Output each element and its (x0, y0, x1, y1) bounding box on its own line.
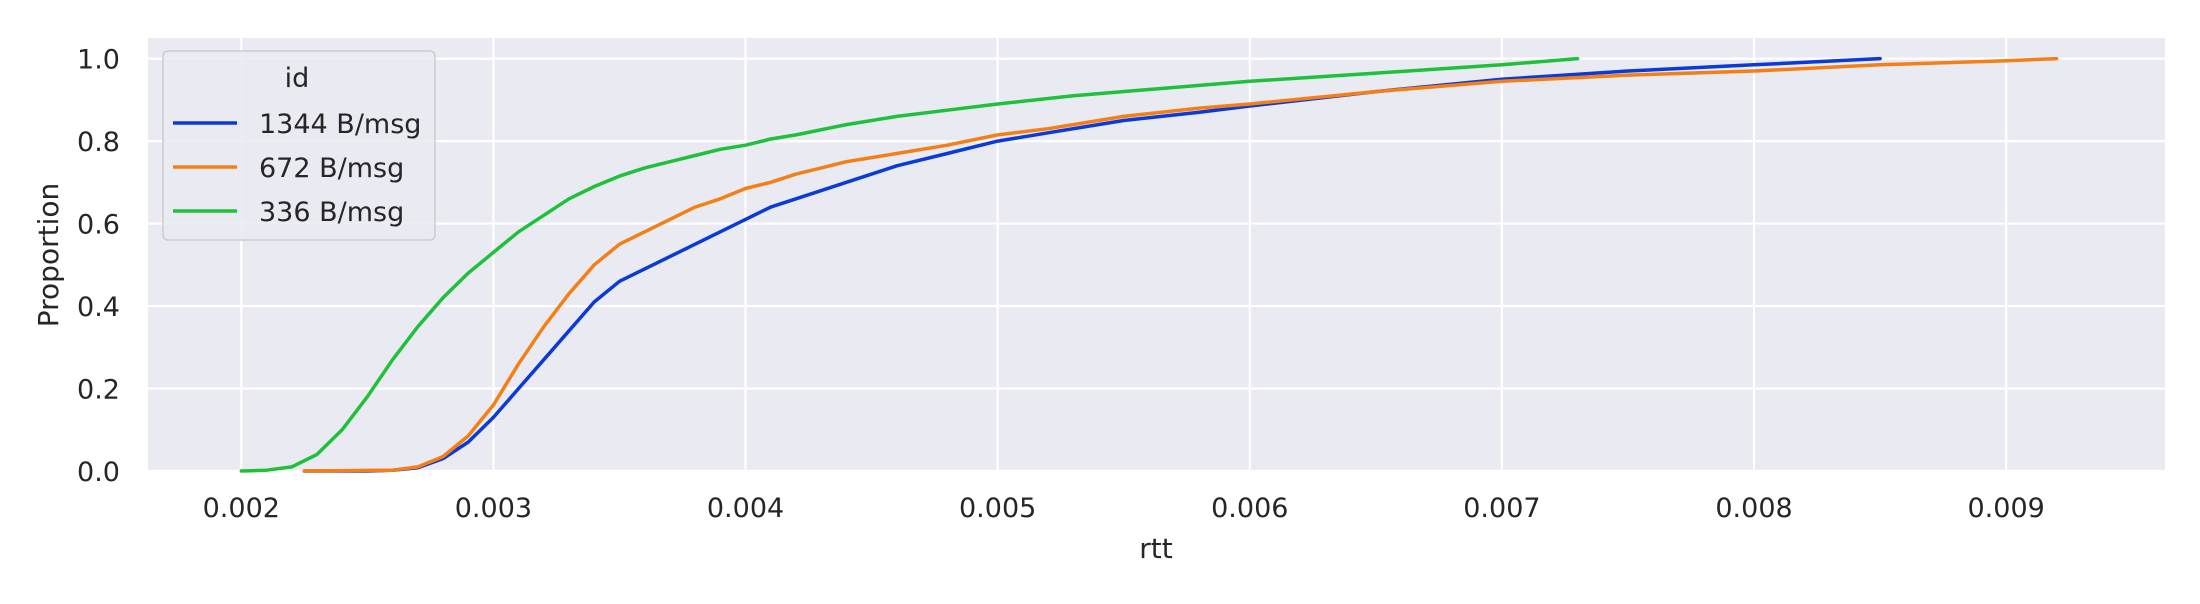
x-tick-label: 0.004 (707, 493, 784, 524)
plot-area-background (148, 38, 2165, 471)
legend-label-0: 1344 B/msg (259, 109, 421, 140)
series-line-2 (239, 56, 1580, 473)
legend-label-2: 336 B/msg (259, 197, 404, 228)
x-axis-label: rtt (1139, 532, 1172, 565)
series-lines (239, 56, 2059, 473)
legend-entries: 1344 B/msg 672 B/msg 336 B/msg (173, 109, 421, 228)
y-tick-label: 0.4 (77, 292, 120, 323)
x-tick-label: 0.006 (1211, 493, 1288, 524)
y-axis-label: Proportion (32, 183, 65, 327)
legend-title: id (285, 63, 310, 94)
x-tick-label: 0.007 (1463, 493, 1540, 524)
x-tick-label: 0.003 (455, 493, 532, 524)
x-tick-label: 0.002 (203, 493, 280, 524)
x-tick-label: 0.008 (1715, 493, 1792, 524)
series-line-1 (302, 56, 2059, 473)
y-tick-label: 0.2 (77, 375, 120, 406)
tick-labels: 0.002 0.003 0.004 0.005 0.006 0.007 0.008 0.009… (77, 45, 2045, 524)
x-tick-label: 0.005 (959, 493, 1036, 524)
y-tick-label: 0.0 (77, 457, 120, 488)
legend-frame (162, 50, 436, 241)
legend-label-1: 672 B/msg (259, 153, 404, 184)
y-tick-label: 0.6 (77, 210, 120, 241)
y-tick-label: 1.0 (77, 45, 120, 76)
legend: id 1344 B/msg 672 B/msg 336 B/msg (162, 50, 436, 241)
series-line-0 (302, 56, 1882, 473)
grid-lines (148, 38, 2165, 473)
x-tick-label: 0.009 (1968, 493, 2045, 524)
y-tick-label: 0.8 (77, 127, 120, 158)
